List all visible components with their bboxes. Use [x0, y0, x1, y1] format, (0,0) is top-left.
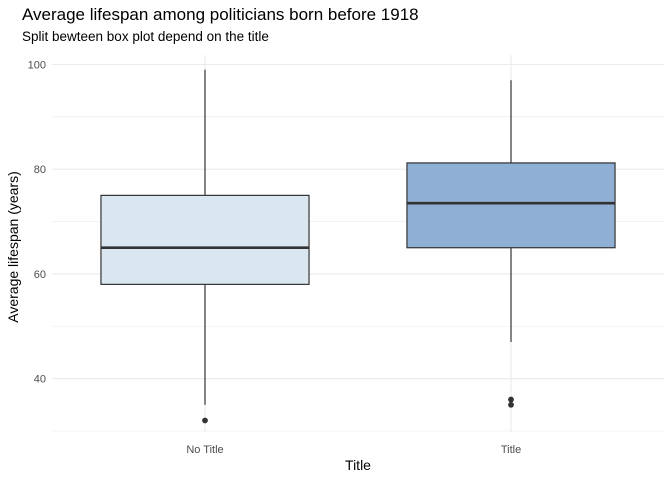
y-tick-label: 40 — [34, 374, 46, 386]
box-body — [100, 194, 310, 285]
y-tick-label: 100 — [28, 60, 46, 72]
box-title — [406, 80, 616, 408]
outlier-point — [508, 401, 514, 408]
x-axis-label: Title — [345, 457, 371, 473]
x-tick-label: No Title — [186, 444, 223, 456]
y-tick-label: 60 — [34, 269, 46, 281]
chart-subtitle: Split bewteen box plot depend on the tit… — [22, 29, 269, 44]
outlier-point — [508, 396, 514, 403]
x-tick-label: Title — [501, 444, 521, 456]
chart-title: Average lifespan among politicians born … — [22, 5, 419, 24]
boxes — [100, 69, 616, 424]
y-axis-ticks: 40 60 80 100 — [28, 60, 46, 386]
box-body — [406, 162, 616, 249]
outlier-point — [202, 417, 208, 424]
box-no-title — [100, 69, 310, 424]
y-axis-label: Average lifespan (years) — [5, 171, 21, 322]
y-tick-label: 80 — [34, 164, 46, 176]
x-axis-ticks: No Title Title — [186, 444, 521, 456]
